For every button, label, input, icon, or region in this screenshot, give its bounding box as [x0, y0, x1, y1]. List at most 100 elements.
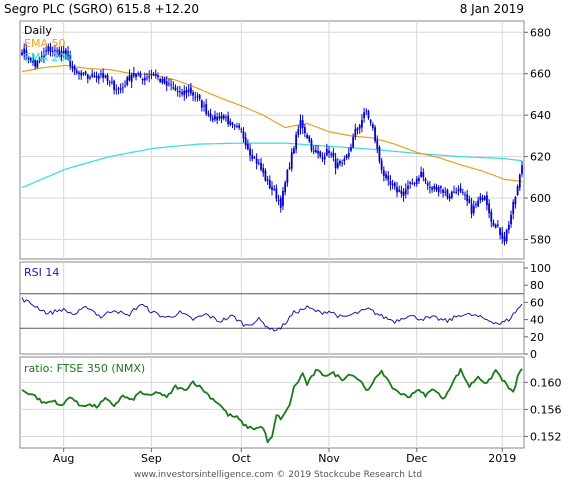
- price-candle: [222, 113, 225, 121]
- y-tick-label: 0.160: [530, 376, 562, 389]
- price-candle: [426, 180, 429, 190]
- x-tick-label: Oct: [232, 452, 252, 465]
- price-candle: [189, 82, 192, 96]
- price-candle: [73, 64, 76, 76]
- price-candle: [466, 189, 469, 207]
- price-candle: [415, 176, 418, 187]
- price-candle: [150, 69, 153, 80]
- price-candle: [479, 193, 482, 204]
- ratio-panel: 0.152 0.156 0.160 ratio: FTSE 350 (NMX): [19, 356, 562, 449]
- price-candle: [62, 44, 65, 59]
- price-candle: [262, 163, 265, 177]
- price-candle: [514, 196, 517, 209]
- y-tick-label: 600: [530, 192, 551, 205]
- price-candle: [75, 67, 78, 75]
- price-series: [21, 42, 523, 246]
- price-candle: [34, 58, 37, 70]
- price-candle: [455, 187, 458, 195]
- price-candle: [176, 86, 179, 97]
- price-candle: [165, 76, 168, 92]
- price-candle: [323, 152, 326, 165]
- price-candle: [295, 131, 298, 154]
- price-candle: [194, 91, 197, 102]
- price-candle: [192, 89, 194, 102]
- price-candle: [244, 132, 247, 150]
- price-candle: [32, 53, 34, 66]
- ratio-y-axis: 0.152 0.156 0.160: [524, 376, 562, 444]
- y-tick-label: 580: [530, 233, 551, 246]
- price-candle: [341, 159, 344, 167]
- price-candle: [106, 73, 109, 86]
- price-candle: [503, 231, 506, 246]
- x-tick-label: Dec: [406, 452, 427, 465]
- price-candle: [518, 173, 521, 191]
- price-candle: [396, 181, 398, 198]
- price-candle: [404, 183, 407, 199]
- y-tick-label: 40: [530, 314, 544, 327]
- price-candle: [382, 166, 385, 182]
- price-candle: [207, 110, 210, 117]
- price-candle: [492, 219, 495, 227]
- price-candle: [23, 43, 26, 60]
- price-candle: [268, 175, 271, 190]
- price-candle: [363, 107, 366, 123]
- price-candle: [512, 199, 515, 220]
- price-candle: [371, 122, 374, 131]
- price-candle: [124, 80, 126, 88]
- price-candle: [185, 86, 188, 99]
- price-candle: [450, 190, 453, 200]
- price-candle: [233, 124, 236, 131]
- price-candle: [51, 46, 54, 57]
- price-candle: [273, 185, 276, 192]
- price-candle: [286, 168, 289, 187]
- price-candle: [115, 84, 118, 95]
- legend-ema-slow: EMA 200: [24, 51, 72, 64]
- y-tick-label: 60: [530, 296, 544, 309]
- price-candle: [29, 56, 32, 64]
- price-candle: [317, 145, 319, 159]
- price-candle: [93, 71, 96, 78]
- price-candle: [472, 200, 475, 216]
- y-tick-label: 0.156: [530, 403, 562, 416]
- price-candle: [481, 194, 484, 202]
- price-candle: [266, 176, 269, 185]
- footer-copyright: www.investorsintelligence.com © 2019 Sto…: [134, 470, 422, 480]
- price-candle: [60, 46, 63, 62]
- price-candle: [225, 114, 227, 122]
- price-candle: [216, 112, 219, 125]
- price-candle: [391, 179, 394, 190]
- price-candle: [40, 51, 43, 62]
- price-candle: [95, 71, 98, 83]
- price-candle: [172, 81, 175, 91]
- price-candle: [170, 78, 173, 91]
- price-candle: [420, 166, 423, 178]
- y-tick-label: 660: [530, 68, 551, 81]
- y-tick-label: 620: [530, 151, 551, 164]
- price-candle: [350, 143, 352, 153]
- price-candle: [444, 187, 447, 197]
- price-candle: [400, 185, 403, 198]
- y-tick-label: 80: [530, 279, 544, 292]
- price-candle: [141, 77, 144, 85]
- price-candle: [411, 178, 414, 185]
- price-candle: [82, 72, 85, 76]
- price-candle: [102, 68, 105, 83]
- price-candle: [231, 121, 234, 129]
- price-candle: [100, 70, 102, 79]
- price-candle: [439, 185, 442, 194]
- price-candle: [374, 125, 376, 144]
- price-candle: [407, 180, 409, 195]
- price-candle: [27, 55, 30, 64]
- price-candle: [53, 44, 56, 57]
- price-candle: [418, 175, 420, 185]
- price-candle: [211, 114, 214, 123]
- price-candle: [389, 175, 392, 191]
- price-candle: [369, 119, 372, 127]
- price-candle: [365, 108, 368, 116]
- price-candle: [490, 208, 493, 228]
- price-candle: [38, 56, 41, 64]
- price-candle: [330, 151, 333, 158]
- price-candle: [220, 111, 223, 124]
- price-candle: [111, 76, 113, 85]
